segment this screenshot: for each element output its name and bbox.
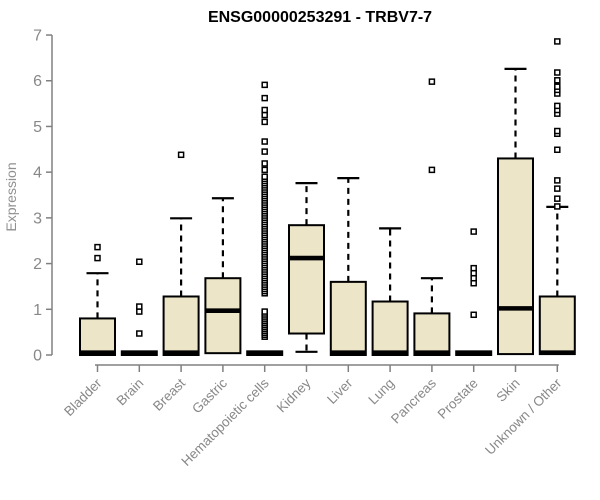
outlier-point: [261, 160, 268, 167]
x-tick-label: Skin: [493, 376, 522, 405]
outlier-point: [177, 151, 185, 159]
y-tick-label: 1: [33, 302, 42, 319]
outlier-point: [554, 83, 561, 90]
outlier-point: [261, 111, 268, 119]
chart-title: ENSG00000253291 - TRBV7-7: [208, 9, 432, 26]
iqr-box: [288, 224, 325, 335]
outlier-point: [94, 243, 101, 251]
outlier-point: [470, 269, 477, 277]
y-tick-label: 2: [33, 256, 42, 273]
outlier-point: [554, 203, 561, 210]
box-unknown-other: [538, 38, 576, 356]
outlier-point: [136, 258, 143, 266]
x-tick-label: Prostate: [435, 376, 481, 422]
outlier-point: [554, 177, 561, 184]
outlier-point: [261, 148, 268, 155]
outlier-point: [261, 138, 268, 145]
outlier-point: [554, 38, 561, 45]
x-tick-label: Brain: [114, 376, 147, 409]
x-tick-label: Lung: [365, 376, 397, 408]
iqr-box: [538, 295, 576, 356]
outlier-point: [261, 166, 268, 174]
x-tick-label: Liver: [324, 375, 356, 407]
iqr-box: [79, 317, 116, 357]
outlier-point: [428, 166, 436, 174]
iqr-box: [329, 280, 367, 357]
box-gastric: [204, 197, 242, 355]
outlier-point: [554, 195, 561, 202]
outlier-point: [554, 77, 561, 84]
outlier-point: [554, 127, 561, 135]
y-tick-label: 7: [33, 28, 42, 45]
y-tick-label: 6: [33, 73, 42, 90]
box-hematopoietic-cells: [246, 81, 284, 357]
x-tick-label: Bladder: [61, 375, 105, 419]
outlier-point: [261, 106, 268, 114]
outlier-point: [261, 118, 268, 126]
box-bladder: [79, 243, 116, 357]
outlier-point: [554, 185, 561, 192]
y-tick-label: 5: [33, 119, 42, 136]
box-liver: [329, 177, 367, 357]
y-tick-label: 3: [33, 210, 42, 227]
outlier-point: [470, 264, 477, 272]
box-kidney: [288, 182, 325, 353]
outlier-point: [470, 279, 477, 287]
y-tick-label: 0: [33, 348, 42, 365]
x-tick-label: Breast: [150, 375, 188, 413]
outlier-point: [136, 303, 143, 310]
iqr-box: [413, 312, 451, 356]
iqr-box: [497, 157, 534, 356]
outlier-point: [554, 69, 561, 76]
outlier-point: [136, 308, 143, 315]
box-lung: [371, 227, 409, 356]
x-tick-label: Gastric: [189, 375, 230, 416]
outlier-point: [261, 94, 268, 102]
outlier-point: [261, 173, 268, 180]
box-breast: [162, 151, 200, 357]
iqr-box: [162, 295, 200, 357]
outlier-point: [470, 228, 477, 235]
outlier-point: [428, 78, 436, 85]
box-skin: [497, 67, 534, 356]
box-series: [79, 38, 576, 357]
outlier-point: [470, 311, 477, 319]
y-axis-label: Expression: [3, 162, 19, 231]
x-tick-label: Unknown / Other: [482, 375, 565, 458]
outlier-point: [554, 146, 561, 154]
outlier-point: [470, 274, 477, 282]
box-brain: [120, 258, 158, 357]
outlier-point: [136, 330, 143, 337]
outlier-point: [554, 102, 561, 110]
outlier-point: [261, 81, 268, 89]
outlier-point: [261, 308, 268, 315]
box-prostate: [455, 228, 493, 357]
box-pancreas: [413, 78, 451, 356]
iqr-box: [204, 277, 242, 355]
x-tick-label: Pancreas: [388, 375, 439, 426]
y-tick-label: 4: [33, 165, 42, 182]
x-tick-label: Kidney: [274, 375, 314, 415]
iqr-box: [371, 300, 409, 356]
outlier-point: [94, 254, 101, 262]
